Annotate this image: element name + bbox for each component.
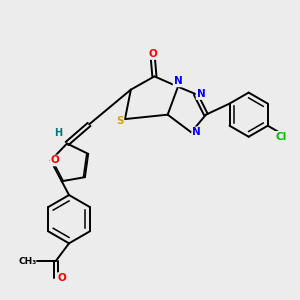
Text: N: N	[196, 89, 205, 99]
Text: CH₃: CH₃	[18, 256, 37, 266]
Text: O: O	[148, 49, 157, 59]
Text: N: N	[192, 127, 201, 137]
Text: N: N	[174, 76, 182, 86]
Text: O: O	[58, 273, 67, 283]
Text: S: S	[116, 116, 123, 126]
Text: H: H	[54, 128, 62, 138]
Text: Cl: Cl	[275, 132, 286, 142]
Text: O: O	[51, 155, 59, 166]
